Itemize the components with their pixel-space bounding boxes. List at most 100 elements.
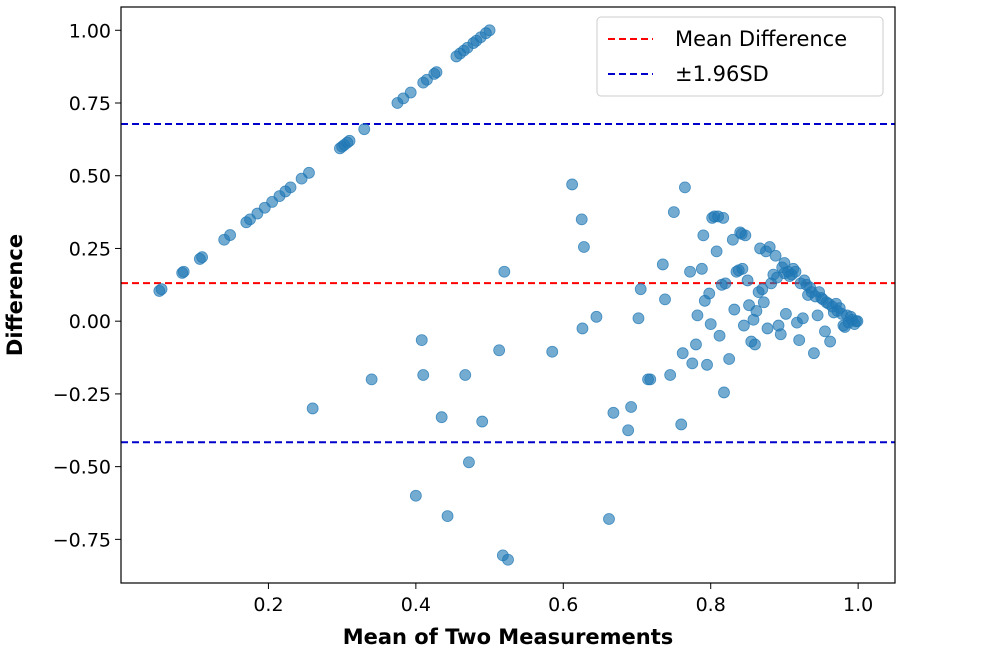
- y-tick-label: −0.75: [53, 529, 111, 551]
- data-point: [196, 251, 208, 264]
- data-point: [811, 309, 824, 322]
- data-point: [590, 310, 603, 323]
- y-tick-label: 0.25: [69, 238, 111, 260]
- data-point: [697, 229, 710, 242]
- data-point: [656, 258, 669, 271]
- legend: Mean Difference ±1.96SD: [596, 16, 884, 97]
- data-point: [736, 262, 749, 275]
- data-point: [343, 134, 356, 147]
- axes: 0.2 0.4 0.6 0.8 1.0 −0.75 −0.50 −0.25 0.00 0.25 0.…: [53, 20, 873, 616]
- data-point: [502, 553, 514, 566]
- data-point: [824, 335, 837, 348]
- x-tick-label: 0.2: [253, 594, 283, 616]
- data-point: [737, 319, 750, 332]
- data-point: [177, 265, 190, 278]
- data-point: [622, 424, 635, 437]
- data-point: [498, 265, 511, 278]
- data-point: [763, 241, 776, 253]
- data-point: [750, 305, 763, 317]
- data-point: [808, 347, 820, 360]
- data-point: [774, 328, 787, 341]
- data-point: [459, 369, 472, 381]
- y-tick-label: 0.00: [69, 311, 111, 333]
- x-tick-label: 0.6: [548, 594, 578, 616]
- data-point: [664, 369, 677, 381]
- data-point: [703, 287, 716, 300]
- data-point: [675, 418, 688, 431]
- data-point: [695, 262, 708, 275]
- data-point: [303, 166, 315, 179]
- data-point: [717, 212, 730, 224]
- y-tick-label: −0.50: [53, 457, 111, 479]
- data-point: [679, 181, 691, 194]
- data-point: [493, 344, 506, 357]
- data-point: [603, 513, 615, 525]
- data-point: [155, 283, 168, 296]
- data-point: [284, 181, 297, 194]
- y-tick-label: −0.25: [53, 384, 111, 406]
- data-point: [358, 123, 371, 136]
- x-tick-label: 0.4: [401, 594, 431, 616]
- data-point: [710, 245, 723, 258]
- data-point: [749, 338, 761, 351]
- data-point: [659, 293, 671, 306]
- data-point: [739, 229, 752, 242]
- data-point: [769, 249, 782, 262]
- data-point: [701, 358, 713, 371]
- data-point: [632, 312, 645, 325]
- data-point: [576, 322, 589, 335]
- data-point: [417, 369, 430, 381]
- data-point: [667, 206, 680, 218]
- data-point: [819, 325, 831, 338]
- y-axis-label: Difference: [3, 234, 27, 356]
- data-point: [578, 241, 590, 253]
- data-point: [719, 277, 732, 290]
- data-point: [409, 489, 422, 502]
- data-point: [793, 334, 806, 346]
- data-point: [780, 308, 792, 320]
- data-point: [435, 411, 448, 424]
- data-point: [741, 274, 754, 287]
- data-point: [690, 338, 702, 351]
- scatter-points: [153, 24, 864, 566]
- legend-box: [596, 16, 884, 97]
- data-point: [476, 415, 489, 428]
- data-point: [430, 66, 443, 79]
- data-point: [224, 229, 236, 241]
- data-point: [404, 86, 417, 99]
- data-point: [463, 456, 475, 469]
- x-axis-label: Mean of Two Measurements: [343, 625, 674, 649]
- data-point: [676, 347, 689, 360]
- data-point: [644, 373, 657, 386]
- data-point: [684, 265, 696, 278]
- data-point: [607, 406, 620, 419]
- plot-frame: [120, 6, 896, 584]
- y-tick-label: 0.50: [69, 166, 111, 188]
- y-tick-label: 0.75: [69, 93, 111, 115]
- data-point: [691, 309, 704, 322]
- data-point: [796, 312, 809, 325]
- data-point: [713, 329, 726, 342]
- y-tick-label: 1.00: [69, 20, 111, 42]
- legend-mean-label: Mean Difference: [675, 27, 847, 51]
- data-point: [483, 24, 496, 37]
- x-tick-label: 0.8: [696, 594, 726, 616]
- data-point: [575, 213, 588, 226]
- x-tick-label: 1.0: [843, 594, 873, 616]
- data-point: [415, 334, 428, 346]
- data-point: [723, 353, 736, 365]
- data-point: [634, 283, 647, 296]
- data-point: [761, 322, 774, 335]
- data-point: [789, 265, 802, 278]
- data-point: [306, 402, 319, 415]
- data-point: [728, 303, 741, 316]
- data-point: [625, 401, 638, 413]
- data-point: [756, 283, 769, 296]
- data-point: [686, 357, 699, 370]
- data-point: [851, 315, 864, 328]
- data-point: [441, 510, 454, 522]
- data-point: [757, 296, 770, 309]
- data-point: [718, 386, 730, 399]
